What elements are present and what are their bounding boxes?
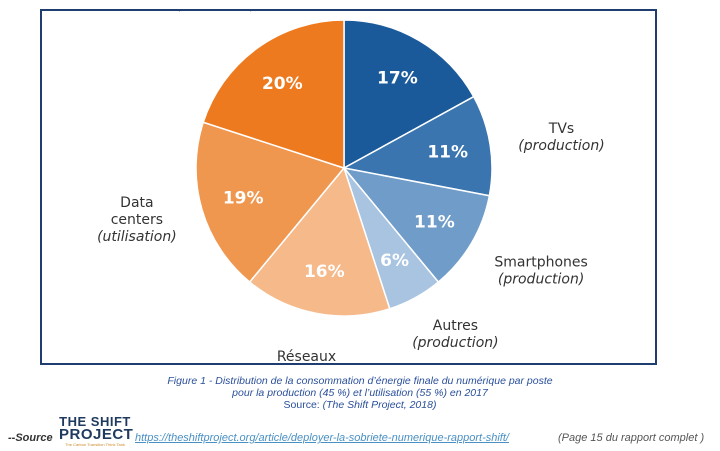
category-label: Smartphones (production) [494, 254, 587, 287]
source-label: --Source [8, 432, 53, 444]
caption-line-2: pour la production (45 %) et l’utilisati… [232, 387, 488, 399]
pie-chart: 17%11%11%6%16%19%20% Ordinateurs(product… [97, 11, 605, 363]
figure-caption: Figure 1 - Distribution de la consommati… [0, 375, 720, 411]
pie-slice-terminaux [202, 19, 345, 170]
slice-value-label: 20% [262, 74, 303, 94]
pie-slice-r-seaux [248, 166, 391, 317]
slice-value-label: 19% [223, 188, 264, 208]
shift-project-logo: THE SHIFT PROJECT The Carbon Transition … [59, 414, 134, 449]
logo-line-1: THE SHIFT [59, 414, 131, 429]
category-label: TVs (production) [518, 121, 604, 154]
slice-value-label: 16% [304, 262, 345, 282]
slice-value-label: 11% [414, 212, 455, 232]
caption-source-prefix: Source: [283, 399, 323, 411]
category-label: Data centers (utilisation) [97, 195, 177, 245]
source-page-note: (Page 15 du rapport complet ) [558, 432, 705, 444]
pie-slice-ordinateurs [343, 19, 475, 170]
category-label: Terminaux(utilisation) [177, 11, 257, 14]
slice-value-label: 17% [377, 69, 418, 89]
category-label: Réseaux(utilisation) [267, 349, 347, 363]
source-row: --Source THE SHIFT PROJECT The Carbon Tr… [8, 413, 720, 449]
pie-slice-smartphones [342, 166, 491, 284]
category-label: Autres (production) [412, 318, 498, 351]
source-link[interactable]: https://theshiftproject.org/article/depl… [135, 432, 509, 444]
logo-tagline: The Carbon Transition Think Tank [65, 442, 125, 447]
caption-source: (The Shift Project, 2018) [322, 399, 437, 411]
logo-line-2: PROJECT [59, 426, 134, 443]
slice-value-label: 6% [380, 251, 409, 271]
chart-frame: 17%11%11%6%16%19%20% Ordinateurs(product… [40, 9, 657, 365]
caption-line-1: Figure 1 - Distribution de la consommati… [167, 375, 553, 387]
caption-line-3: Source: (The Shift Project, 2018) [0, 399, 720, 411]
slice-value-label: 11% [427, 143, 468, 163]
pie-slice-tvs [341, 95, 493, 197]
pie-slice-data-centers [195, 121, 346, 284]
